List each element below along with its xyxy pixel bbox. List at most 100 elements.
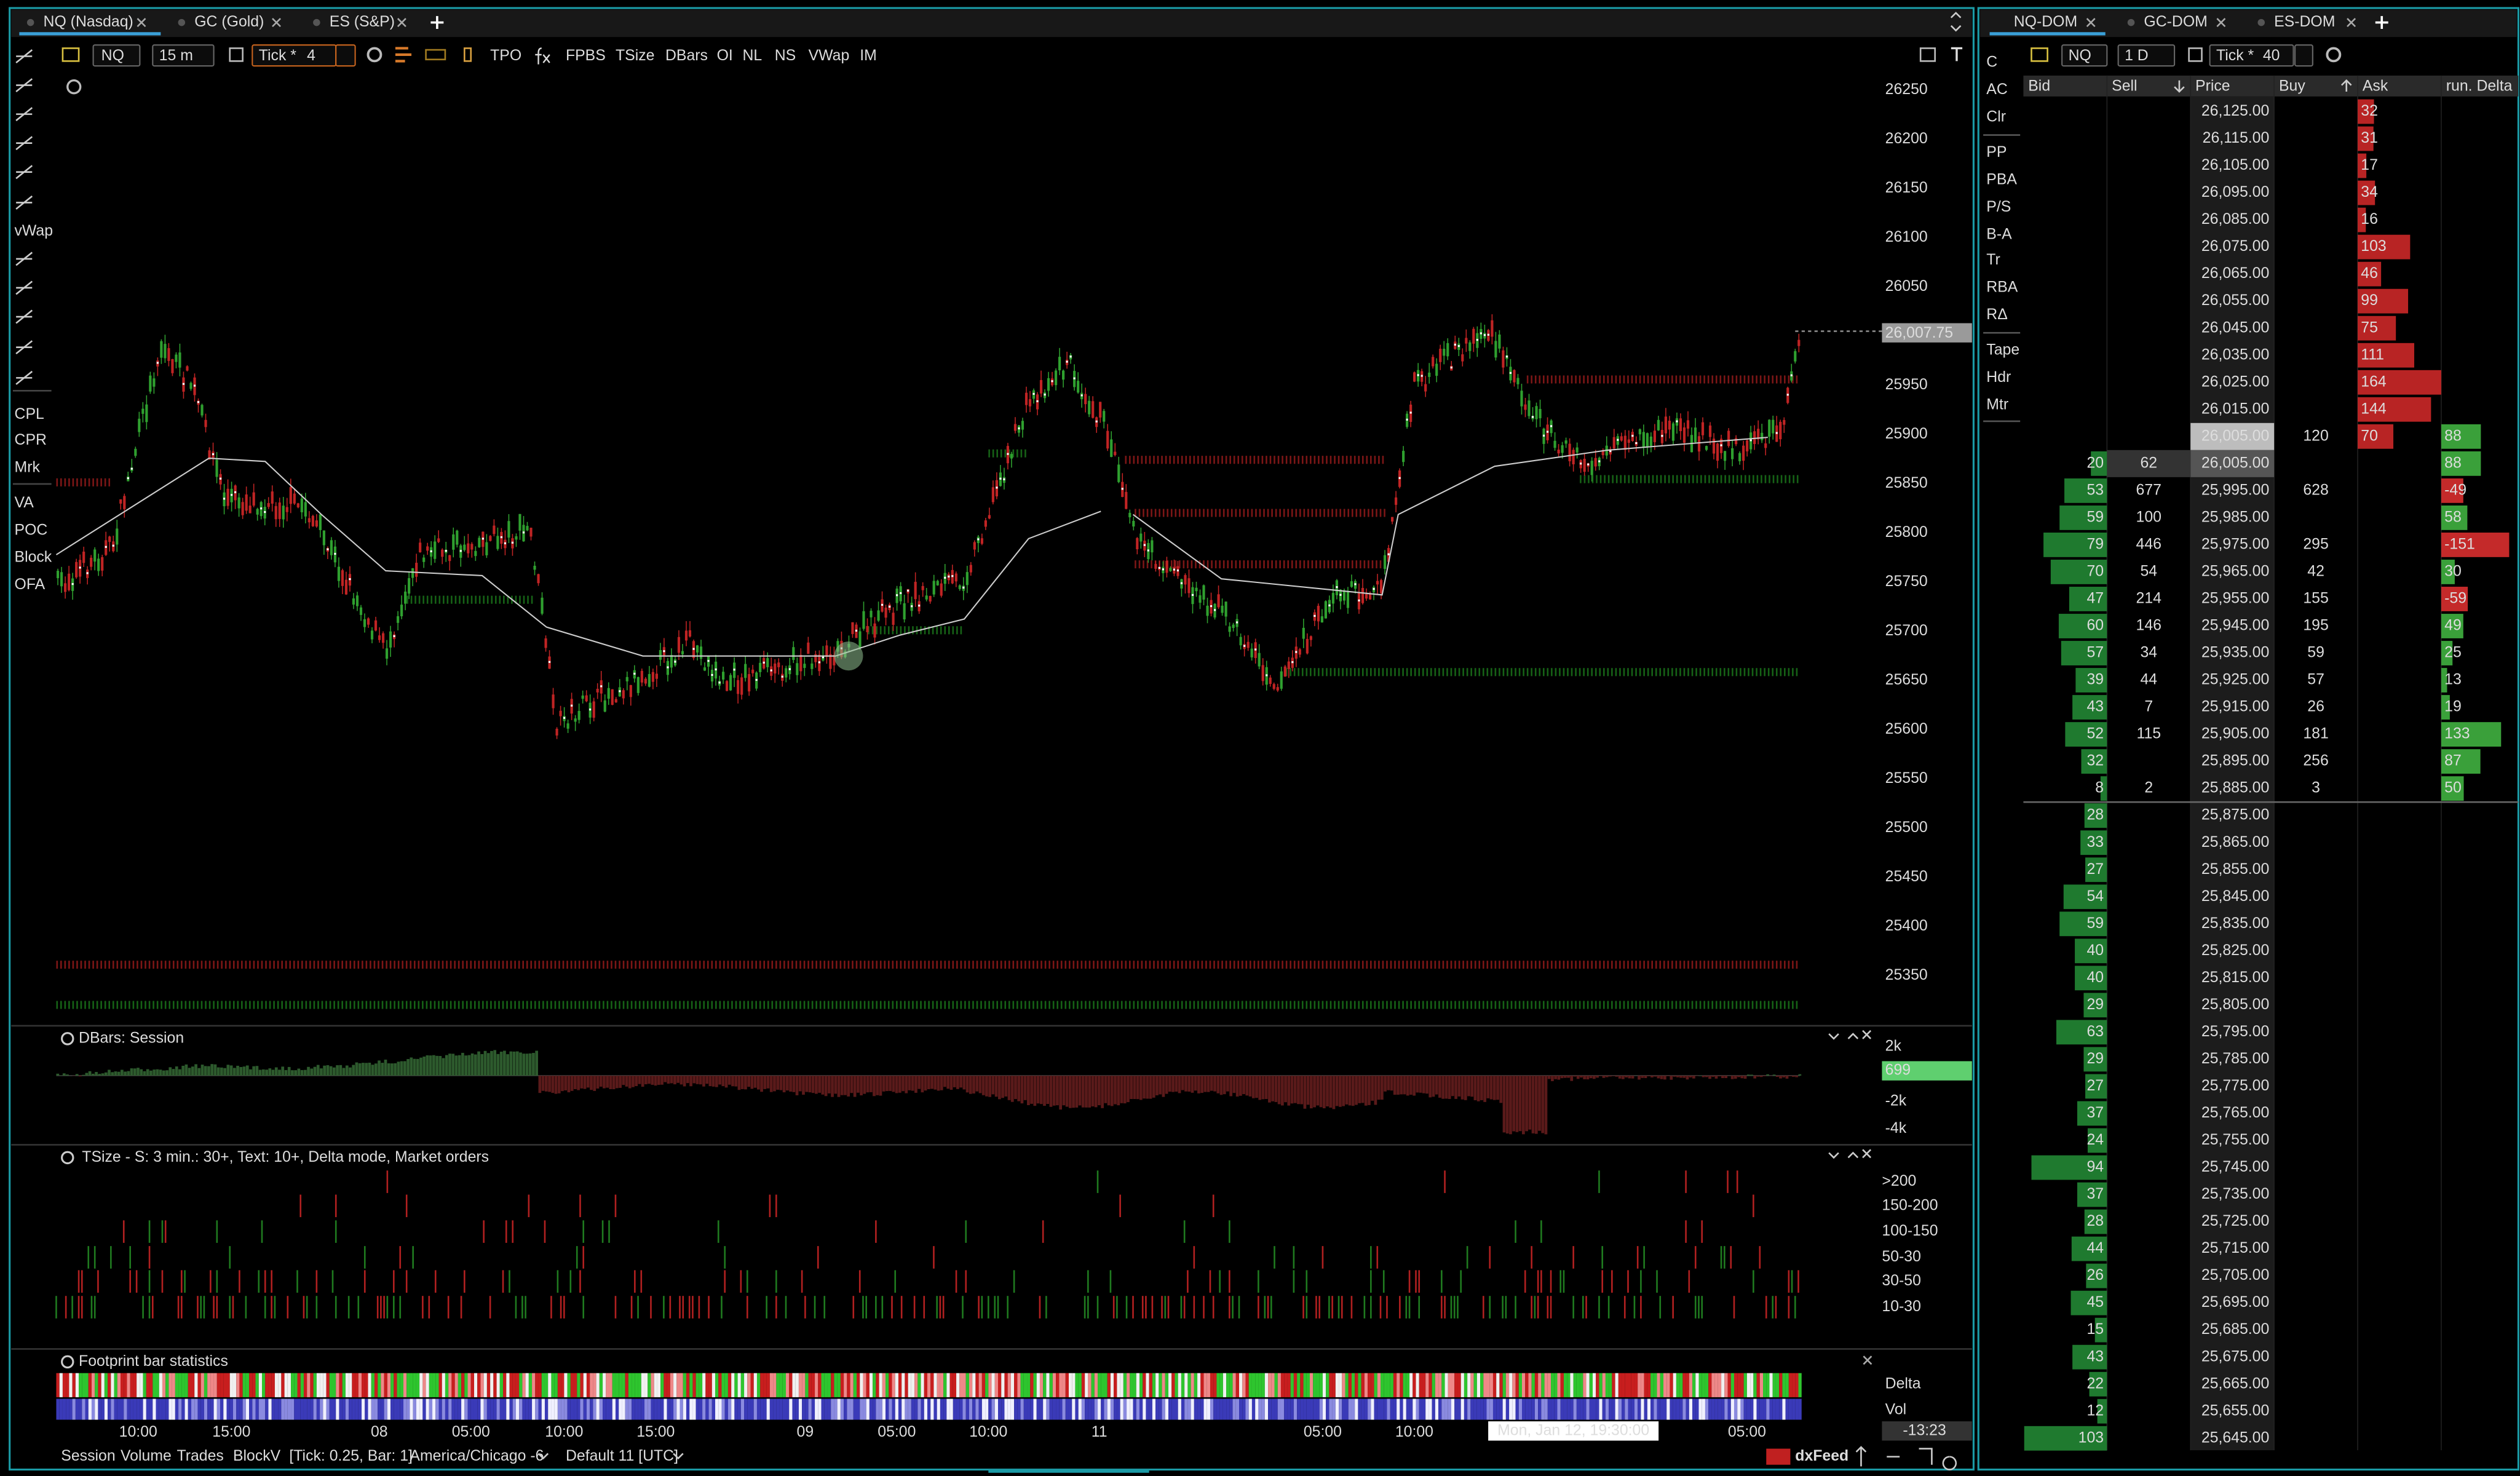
status-item[interactable]: Volume: [121, 1448, 172, 1464]
tool-button[interactable]: CPR: [15, 432, 47, 448]
drawing-tool[interactable]: [15, 309, 33, 324]
tool-button[interactable]: CPL: [15, 406, 44, 423]
dom-side-button[interactable]: RΔ: [1986, 306, 2008, 323]
tool-button[interactable]: vWap: [15, 223, 53, 239]
tool-button[interactable]: POC: [15, 522, 48, 538]
close-icon[interactable]: [272, 18, 281, 28]
dom-column-header[interactable]: Ask: [2363, 78, 2388, 95]
pane-gear[interactable]: [61, 1151, 74, 1165]
checkbox[interactable]: [2188, 47, 2203, 62]
drawing-tool[interactable]: [15, 340, 33, 355]
dom-side-button[interactable]: Hdr: [1986, 369, 2011, 386]
drawing-tool[interactable]: [15, 252, 33, 266]
dom-side-button[interactable]: B-A: [1986, 226, 2012, 242]
dom-column-header[interactable]: Buy: [2279, 78, 2305, 95]
fx-icon[interactable]: [535, 47, 550, 65]
tab[interactable]: GC-DOM: [2144, 14, 2207, 30]
close-icon[interactable]: [2086, 18, 2096, 28]
dropdown-icon[interactable]: [537, 1453, 684, 1460]
footer-icons[interactable]: [1855, 1446, 1957, 1470]
status-item[interactable]: [Tick: 0.25, Bar: 1]: [289, 1448, 413, 1464]
dom-side-button[interactable]: Clr: [1986, 108, 2006, 125]
input-box[interactable]: [2294, 44, 2313, 67]
symbol-select[interactable]: NQ: [101, 47, 124, 64]
drawing-tool[interactable]: [15, 195, 33, 210]
tool-button[interactable]: Mrk: [15, 459, 41, 475]
pane-gear[interactable]: [61, 1032, 74, 1046]
dom-side-button[interactable]: Tr: [1986, 252, 2000, 268]
folder-icon[interactable]: [2031, 47, 2048, 62]
tick-value[interactable]: 4: [307, 47, 315, 64]
dom-side-button[interactable]: Tape: [1986, 341, 2019, 358]
toolbar-button[interactable]: IM: [860, 47, 877, 64]
drawing-tool[interactable]: [15, 78, 33, 93]
close-icon[interactable]: [2347, 18, 2356, 28]
text-icon[interactable]: [1951, 47, 1963, 62]
dom-side-button[interactable]: C: [1986, 54, 1997, 71]
settings-icon[interactable]: [2326, 47, 2342, 63]
close-icon[interactable]: [1863, 1355, 1872, 1365]
pane-controls[interactable]: [1828, 1149, 1872, 1159]
tab[interactable]: ES-DOM: [2274, 14, 2335, 30]
checkbox[interactable]: [229, 47, 244, 62]
dom-column-header[interactable]: Price: [2195, 78, 2230, 95]
icon[interactable]: [425, 49, 446, 61]
dom-column-header[interactable]: Sell: [2112, 78, 2137, 95]
screenshot-icon[interactable]: [1919, 47, 1936, 62]
status-item[interactable]: BlockV: [233, 1448, 281, 1464]
input-box[interactable]: [92, 44, 141, 67]
dom-side-button[interactable]: RBA: [1986, 279, 2018, 296]
settings-icon[interactable]: [367, 47, 382, 63]
drawing-tool[interactable]: [15, 165, 33, 180]
status-item[interactable]: America/Chicago -6: [410, 1448, 544, 1464]
indicator-gear[interactable]: [66, 79, 82, 95]
tool-button[interactable]: VA: [15, 494, 34, 511]
toolbar-button[interactable]: NL: [742, 47, 762, 64]
toolbar-button[interactable]: VWap: [809, 47, 850, 64]
close-icon[interactable]: [397, 18, 406, 28]
close-icon[interactable]: [2216, 18, 2226, 28]
tool-button[interactable]: OFA: [15, 576, 46, 593]
toolbar-button[interactable]: NS: [775, 47, 796, 64]
tab[interactable]: ES (S&P): [330, 14, 395, 30]
tab[interactable]: NQ (Nasdaq): [44, 14, 133, 30]
input-box[interactable]: [152, 44, 215, 67]
panel-menu-icon[interactable]: [1950, 12, 1962, 32]
dom-side-button[interactable]: Mtr: [1986, 396, 2008, 413]
drawing-tool[interactable]: [15, 280, 33, 295]
toolbar-button[interactable]: TPO: [490, 47, 521, 64]
input-box[interactable]: [335, 44, 356, 67]
candle-icon[interactable]: [464, 47, 472, 62]
folder-icon[interactable]: [61, 47, 80, 62]
pane-gear[interactable]: [61, 1355, 74, 1369]
add-tab-icon[interactable]: [2375, 16, 2388, 30]
drawing-tool[interactable]: [15, 370, 33, 385]
dom-side-button[interactable]: AC: [1986, 81, 2007, 98]
dom-side-button[interactable]: PBA: [1986, 171, 2017, 188]
status-item[interactable]: Session: [61, 1448, 115, 1464]
timeframe-select[interactable]: 15 m: [159, 47, 193, 64]
close-icon[interactable]: [137, 18, 146, 28]
tick-label[interactable]: Tick *: [259, 47, 296, 64]
dom-symbol[interactable]: NQ: [2069, 47, 2091, 64]
dom-column-header[interactable]: run. Delta: [2446, 78, 2513, 95]
toolbar-button[interactable]: TSize: [616, 47, 654, 64]
pane-controls[interactable]: [1828, 1030, 1872, 1040]
input-box[interactable]: [2117, 44, 2176, 67]
toolbar-button[interactable]: FPBS: [566, 47, 606, 64]
input-box[interactable]: [2209, 44, 2294, 67]
dom-tick-value[interactable]: 40: [2263, 47, 2280, 64]
tab[interactable]: NQ-DOM: [2014, 14, 2077, 30]
toolbar-button[interactable]: OI: [717, 47, 733, 64]
tool-button[interactable]: Block: [15, 549, 52, 566]
tab[interactable]: GC (Gold): [194, 14, 264, 30]
input-box[interactable]: [2061, 44, 2108, 67]
drawing-tool[interactable]: [15, 136, 33, 151]
drawing-tool[interactable]: [15, 49, 33, 63]
add-tab-icon[interactable]: [430, 16, 444, 30]
dom-side-button[interactable]: P/S: [1986, 199, 2011, 215]
dom-column-header[interactable]: Bid: [2028, 78, 2050, 95]
status-item[interactable]: Trades: [176, 1448, 223, 1464]
dom-tick-label[interactable]: Tick *: [2216, 47, 2254, 64]
status-item[interactable]: Default 11 [UTC]: [566, 1448, 678, 1464]
